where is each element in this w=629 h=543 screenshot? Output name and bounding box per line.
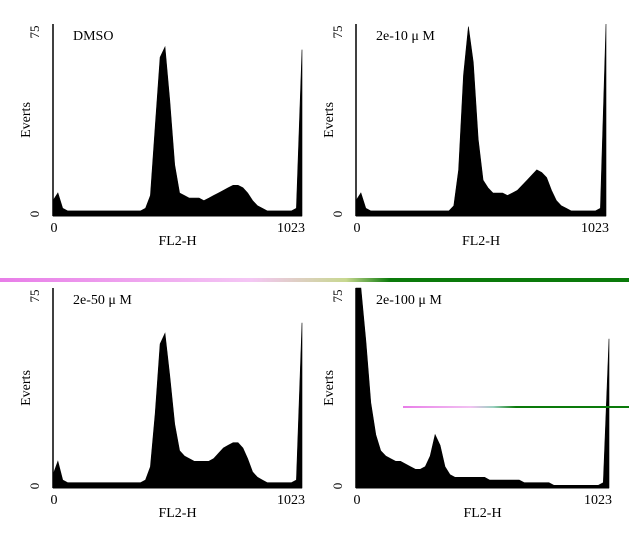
x-tick-label-max: 1023 (277, 221, 305, 236)
x-axis-label: FL2-H (463, 506, 501, 521)
scan-line-top (0, 278, 629, 282)
panel-title: 2e-50 μ M (73, 293, 132, 308)
x-tick-label-min: 0 (354, 221, 361, 236)
y-tick-label-max: 75 (330, 290, 345, 303)
y-axis-label: Everts (322, 102, 337, 138)
panel-title: 2e-100 μ M (376, 293, 442, 308)
histogram-panels: 75 0 Everts 0 1023 FL2-H DMSO 75 0 Everts 0 1023 FL2… (19, 23, 612, 521)
y-axis-label: Everts (19, 102, 34, 138)
panel-title: 2e-10 μ M (376, 29, 435, 44)
x-axis-label: FL2-H (462, 234, 500, 249)
histogram-series (52, 322, 303, 489)
histogram-panel: 75 0 Everts 0 1023 FL2-H 2e-10 μ M (322, 23, 609, 249)
histogram-panel: 75 0 Everts 0 1023 FL2-H DMSO (19, 24, 305, 249)
histogram-series (52, 45, 303, 217)
histogram-panel: 75 0 Everts 0 1023 FL2-H 2e-50 μ M (19, 288, 305, 521)
x-tick-label-max: 1023 (584, 493, 612, 508)
x-tick-label-min: 0 (51, 493, 58, 508)
y-tick-label-min: 0 (27, 211, 42, 218)
y-tick-label-max: 75 (27, 290, 42, 303)
x-tick-label-max: 1023 (581, 221, 609, 236)
panel-title: DMSO (73, 29, 113, 44)
x-tick-label-max: 1023 (277, 493, 305, 508)
y-tick-label-min: 0 (330, 483, 345, 490)
y-tick-label-max: 75 (27, 26, 42, 39)
x-tick-label-min: 0 (354, 493, 361, 508)
y-axis-label: Everts (19, 370, 34, 406)
x-tick-label-min: 0 (51, 221, 58, 236)
x-axis-label: FL2-H (158, 234, 196, 249)
y-tick-label-min: 0 (330, 211, 345, 218)
histogram-series (355, 287, 610, 489)
y-tick-label-max: 75 (330, 26, 345, 39)
histogram-series (355, 23, 607, 217)
histogram-panel: 75 0 Everts 0 1023 FL2-H 2e-100 μ M (322, 287, 612, 521)
y-tick-label-min: 0 (27, 483, 42, 490)
scan-line-artifacts (0, 278, 629, 408)
y-axis-label: Everts (322, 370, 337, 406)
scan-line-middle (403, 406, 629, 408)
x-axis-label: FL2-H (158, 506, 196, 521)
